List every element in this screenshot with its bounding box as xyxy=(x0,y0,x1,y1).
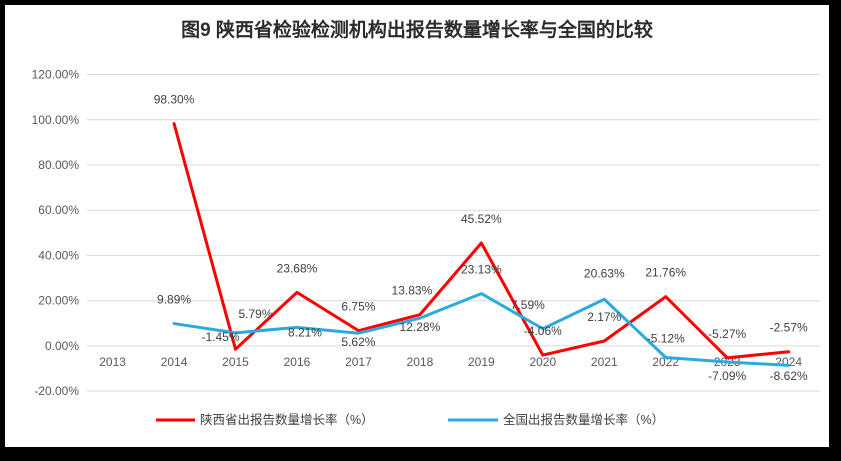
svg-text:9.89%: 9.89% xyxy=(157,293,191,307)
svg-text:8.21%: 8.21% xyxy=(288,325,322,339)
svg-text:100.00%: 100.00% xyxy=(32,113,80,127)
svg-text:6.75%: 6.75% xyxy=(341,300,375,314)
svg-text:2.17%: 2.17% xyxy=(587,310,621,324)
svg-text:80.00%: 80.00% xyxy=(38,158,79,172)
svg-text:2019: 2019 xyxy=(468,355,495,369)
svg-text:23.68%: 23.68% xyxy=(277,261,318,275)
svg-text:5.62%: 5.62% xyxy=(341,335,375,349)
svg-text:2021: 2021 xyxy=(591,355,618,369)
svg-text:7.59%: 7.59% xyxy=(511,298,545,312)
svg-text:-1.45%: -1.45% xyxy=(202,330,240,344)
svg-text:陕西省出报告数量增长率（%）: 陕西省出报告数量增长率（%） xyxy=(200,412,374,427)
svg-text:13.83%: 13.83% xyxy=(392,284,433,298)
svg-text:20.00%: 20.00% xyxy=(38,294,79,308)
svg-text:40.00%: 40.00% xyxy=(38,248,79,262)
svg-text:0.00%: 0.00% xyxy=(45,339,79,353)
svg-text:98.30%: 98.30% xyxy=(154,93,195,107)
svg-text:23.13%: 23.13% xyxy=(461,263,502,277)
svg-text:-5.27%: -5.27% xyxy=(708,327,746,341)
svg-text:2013: 2013 xyxy=(99,355,126,369)
svg-text:-2.57%: -2.57% xyxy=(770,321,808,335)
svg-text:-5.12%: -5.12% xyxy=(647,331,685,345)
svg-text:-8.62%: -8.62% xyxy=(770,369,808,383)
svg-text:全国出报告数量增长率（%）: 全国出报告数量增长率（%） xyxy=(503,412,664,427)
svg-text:2018: 2018 xyxy=(407,355,434,369)
svg-text:45.52%: 45.52% xyxy=(461,212,502,226)
svg-text:2014: 2014 xyxy=(161,355,188,369)
svg-text:60.00%: 60.00% xyxy=(38,203,79,217)
svg-text:21.76%: 21.76% xyxy=(645,266,686,280)
svg-text:5.79%: 5.79% xyxy=(239,307,273,321)
svg-text:2020: 2020 xyxy=(529,355,556,369)
svg-text:20.63%: 20.63% xyxy=(584,266,625,280)
svg-text:-4.06%: -4.06% xyxy=(524,324,562,338)
svg-text:120.00%: 120.00% xyxy=(32,68,80,82)
svg-text:12.28%: 12.28% xyxy=(400,320,441,334)
svg-text:2017: 2017 xyxy=(345,355,372,369)
svg-text:-20.00%: -20.00% xyxy=(34,384,79,398)
svg-text:2016: 2016 xyxy=(284,355,311,369)
svg-text:2015: 2015 xyxy=(222,355,249,369)
svg-text:-7.09%: -7.09% xyxy=(708,369,746,383)
